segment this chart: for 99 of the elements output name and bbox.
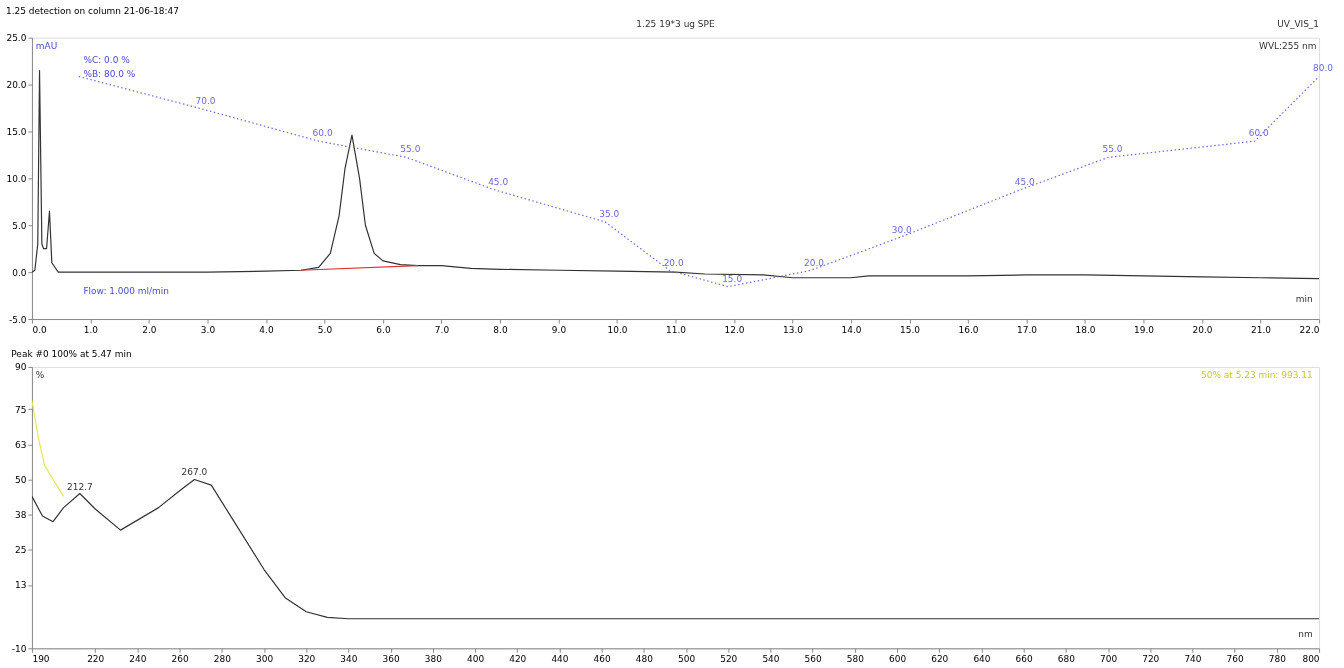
annotation: nm [1298, 629, 1313, 640]
y-tick-label: 63 [15, 439, 27, 450]
x-tick-label: 300 [255, 653, 274, 664]
annotation: Flow: 1.000 ml/min [83, 285, 169, 296]
y-tick-label: 20.0 [6, 80, 27, 91]
x-tick-label: 13.0 [783, 324, 804, 335]
annotation: 267.0 [181, 467, 208, 478]
y-tick-label: 50 [15, 474, 27, 485]
annotation: 50% at 5.23 min: 993.11 [1200, 369, 1313, 380]
x-tick-label: 620 [931, 653, 949, 664]
x-tick-label: 440 [551, 653, 569, 664]
x-tick-label: 240 [129, 653, 147, 664]
annotation: min [1295, 294, 1313, 305]
x-tick-label: 5.0 [317, 324, 333, 335]
x-tick-label: 4.0 [259, 324, 274, 335]
data-label: 70.0 [195, 95, 216, 106]
x-tick-label: 18.0 [1075, 324, 1096, 335]
x-tick-label: 1.0 [83, 324, 99, 335]
x-tick-label: 700 [1099, 653, 1118, 664]
data-label: 20.0 [663, 257, 684, 268]
y-tick-label: 13 [15, 580, 27, 591]
annotation: %B: 80.0 % [83, 68, 136, 79]
x-tick-label: 740 [1184, 653, 1202, 664]
y-tick-label: 25 [15, 545, 27, 556]
data-label: 30.0 [891, 225, 913, 236]
data-label: 15.0 [722, 273, 743, 284]
x-tick-label: 6.0 [376, 324, 391, 335]
y-tick-label: 38 [15, 510, 27, 521]
data-label: 55.0 [1102, 144, 1123, 155]
data-label: 80.0 [1313, 63, 1334, 74]
x-tick-label: 3.0 [200, 324, 216, 335]
y-tick-label: -5.0 [8, 314, 27, 325]
line-series [31, 400, 65, 497]
x-tick-label: 280 [213, 653, 232, 664]
data-label: 45.0 [488, 176, 509, 187]
y-tick-label: 75 [15, 404, 27, 415]
y-tick-label: -10 [11, 643, 27, 654]
x-tick-label: 640 [973, 653, 991, 664]
x-tick-label: 800 [1302, 653, 1320, 664]
annotation: %C: 0.0 % [83, 54, 131, 65]
x-tick-label: 9.0 [551, 324, 567, 335]
annotation: % [35, 369, 45, 380]
x-tick-label: 21.0 [1251, 324, 1272, 335]
y-tick-label: 0.0 [12, 267, 27, 278]
x-tick-label: 16.0 [958, 324, 979, 335]
x-tick-label: 500 [677, 653, 696, 664]
data-label: 60.0 [1248, 128, 1269, 139]
x-tick-label: 2.0 [142, 324, 157, 335]
chart-title: 1.25 detection on column 21-06-18:47 [5, 5, 180, 16]
chart-title: Peak #0 100% at 5.47 min [11, 348, 132, 359]
x-tick-label: 320 [298, 653, 316, 664]
data-label: 55.0 [400, 144, 421, 155]
x-tick-label: 8.0 [493, 324, 508, 335]
y-tick-label: 10.0 [6, 173, 27, 184]
x-tick-label: 7.0 [434, 324, 450, 335]
x-tick-label: 760 [1226, 653, 1244, 664]
x-tick-label: 20.0 [1192, 324, 1213, 335]
x-tick-label: 260 [171, 653, 189, 664]
x-tick-label: 12.0 [724, 324, 745, 335]
x-tick-label: 340 [340, 653, 358, 664]
x-tick-label: 400 [466, 653, 485, 664]
data-label: 60.0 [312, 128, 333, 139]
y-tick-label: 90 [15, 362, 27, 373]
line-series [31, 478, 1320, 620]
annotation: WVL:255 nm [1259, 40, 1317, 51]
x-tick-label: 660 [1015, 653, 1033, 664]
x-tick-label: 540 [762, 653, 780, 664]
x-tick-label: 680 [1057, 653, 1076, 664]
x-tick-label: 580 [846, 653, 865, 664]
data-label: 45.0 [1014, 176, 1035, 187]
data-label: 35.0 [599, 209, 620, 220]
x-tick-label: 420 [509, 653, 527, 664]
x-tick-label: 19.0 [1134, 324, 1155, 335]
y-tick-label: 15.0 [6, 126, 27, 137]
annotation: 212.7 [66, 481, 93, 492]
x-tick-label: 560 [804, 653, 822, 664]
text: 1.25 19*3 ug SPE [636, 18, 715, 29]
x-tick-label: 220 [87, 653, 105, 664]
y-tick-label: 25.0 [6, 33, 27, 44]
x-tick-label: 520 [720, 653, 738, 664]
x-tick-label: 360 [382, 653, 400, 664]
x-tick-label: 460 [593, 653, 611, 664]
y-tick-label: 5.0 [12, 220, 27, 231]
x-tick-label: 600 [888, 653, 907, 664]
x-tick-label: 780 [1268, 653, 1287, 664]
x-tick-label: 380 [424, 653, 443, 664]
x-tick-label: 190 [32, 653, 50, 664]
x-tick-label: 720 [1142, 653, 1160, 664]
x-tick-label: 11.0 [666, 324, 687, 335]
x-tick-label: 10.0 [607, 324, 628, 335]
x-tick-label: 480 [635, 653, 654, 664]
annotation: mAU [35, 40, 58, 51]
x-tick-label: 17.0 [1017, 324, 1038, 335]
x-tick-label: 22.0 [1299, 324, 1320, 335]
text: UV_VIS_1 [1277, 18, 1320, 29]
data-label: 20.0 [804, 257, 825, 268]
x-tick-label: 15.0 [900, 324, 921, 335]
x-tick-label: 0.0 [32, 324, 47, 335]
x-tick-label: 14.0 [841, 324, 862, 335]
